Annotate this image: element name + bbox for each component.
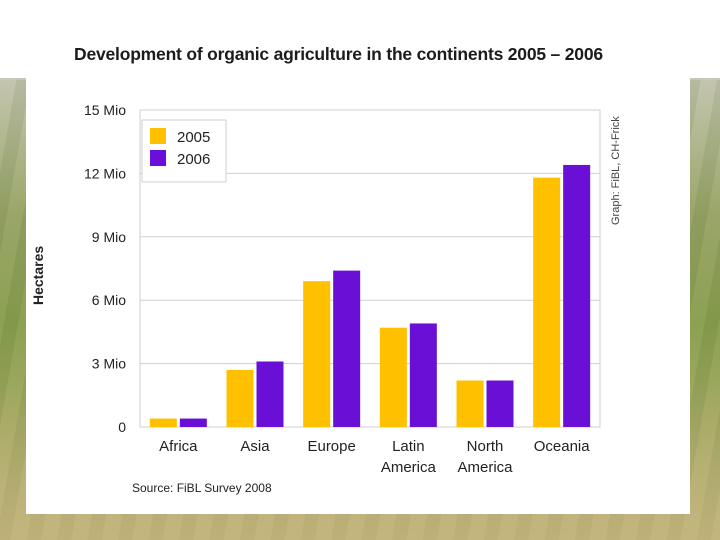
y-tick-label: 6 Mio bbox=[92, 292, 126, 308]
bar-2006 bbox=[486, 380, 514, 427]
x-tick-label: North bbox=[467, 438, 504, 455]
x-tick-label: Latin bbox=[392, 438, 425, 455]
bar-2006 bbox=[333, 270, 361, 427]
bar-2005 bbox=[379, 327, 407, 427]
y-tick-label: 3 Mio bbox=[92, 356, 126, 372]
legend-label-2005: 2005 bbox=[177, 129, 210, 146]
legend-swatch-2006 bbox=[150, 150, 166, 166]
bar-2005 bbox=[226, 369, 254, 427]
bar-2005 bbox=[533, 177, 561, 427]
y-tick-label: 9 Mio bbox=[92, 229, 126, 245]
legend-label-2006: 2006 bbox=[177, 151, 210, 168]
bar-2005 bbox=[303, 281, 331, 427]
bar-2005 bbox=[456, 380, 484, 427]
source-note: Source: FiBL Survey 2008 bbox=[132, 481, 272, 495]
y-tick-label: 0 bbox=[118, 419, 126, 435]
legend-swatch-2005 bbox=[150, 128, 166, 144]
x-tick-label: Oceania bbox=[534, 438, 591, 455]
chart-title: Development of organic agriculture in th… bbox=[74, 44, 603, 64]
x-tick-label: America bbox=[381, 459, 437, 476]
title-band bbox=[0, 0, 720, 78]
x-tick-label: America bbox=[457, 459, 513, 476]
bar-2006 bbox=[179, 418, 207, 427]
y-tick-label: 15 Mio bbox=[84, 102, 126, 118]
bar-2006 bbox=[409, 323, 437, 427]
y-tick-label: 12 Mio bbox=[84, 165, 126, 181]
x-tick-label: Africa bbox=[159, 438, 198, 455]
bar-2006 bbox=[256, 361, 284, 427]
x-tick-label: Europe bbox=[307, 438, 355, 455]
bar-2005 bbox=[149, 418, 177, 427]
bar-2006 bbox=[563, 164, 591, 428]
x-tick-label: Asia bbox=[240, 438, 270, 455]
